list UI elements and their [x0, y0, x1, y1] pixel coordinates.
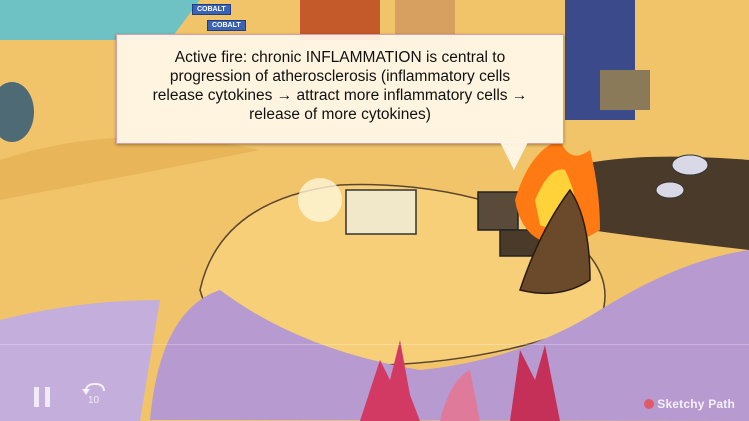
pause-button[interactable] — [34, 387, 52, 407]
caption-line: Active fire: chronic INFLAMMATION is cen… — [174, 49, 506, 66]
soil-patch — [560, 156, 749, 250]
pause-icon — [34, 387, 39, 407]
caption-callout: Active fire: chronic INFLAMMATION is cen… — [116, 34, 564, 144]
crate — [345, 189, 417, 235]
rewind-icon — [82, 382, 105, 395]
brand-logo: Sketchy Path — [644, 397, 735, 411]
caption-line: progression of atherosclerosis (inflamma… — [169, 68, 511, 85]
caption-line: release cytokines → attract more inflamm… — [152, 87, 528, 104]
cobalt-tag: COBALT — [192, 4, 231, 15]
glow — [298, 178, 342, 222]
rock — [0, 82, 34, 142]
rewind-label: 10 — [88, 395, 100, 406]
callout-pointer — [500, 142, 528, 170]
character — [300, 0, 380, 40]
logo-text: Sketchy Path — [657, 397, 735, 411]
boat-hull — [519, 188, 591, 295]
cobalt-tag: COBALT — [207, 20, 246, 31]
rewind-10-button[interactable]: 10 — [82, 381, 108, 411]
caption-line: release of more cytokines) — [249, 106, 431, 123]
flower-field — [150, 250, 749, 421]
coral — [360, 340, 420, 421]
logo-icon — [644, 399, 655, 409]
crate-dark — [477, 191, 519, 231]
